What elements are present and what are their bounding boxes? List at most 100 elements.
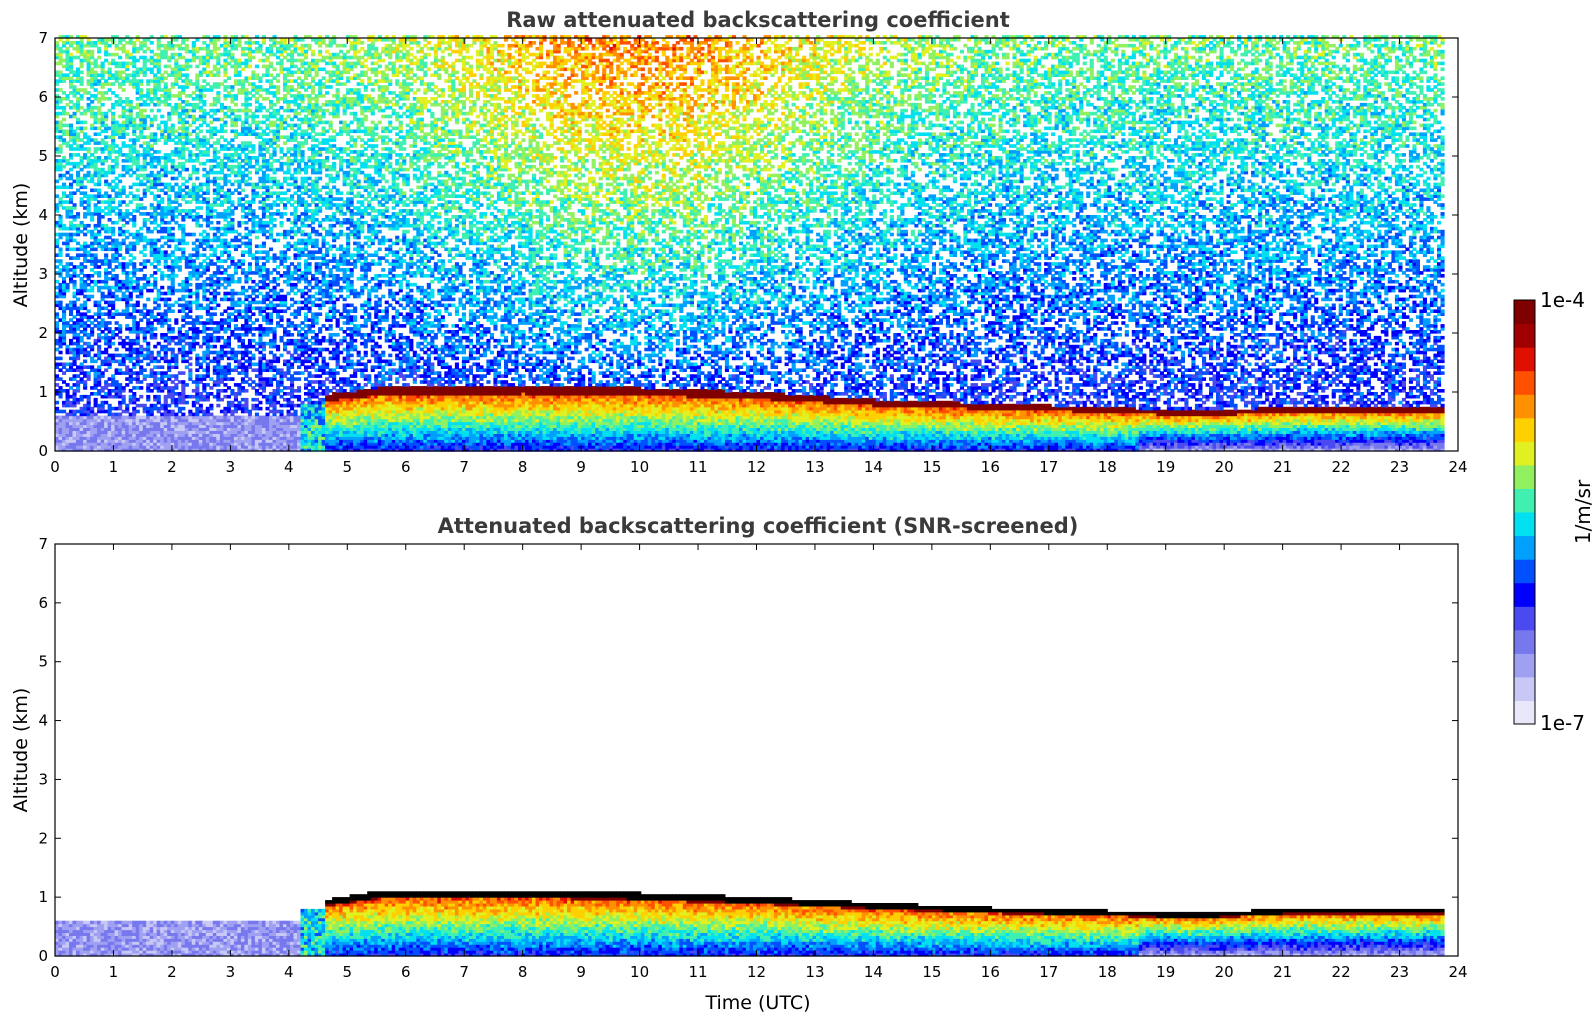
heatmap-cell (80, 59, 84, 63)
heatmap-cell (73, 180, 77, 184)
heatmap-cell (111, 206, 115, 210)
heatmap-cell (59, 197, 63, 201)
heatmap-cell (90, 268, 94, 272)
heatmap-cell (101, 209, 105, 213)
heatmap-cell (90, 345, 94, 349)
heatmap-cell (66, 73, 70, 77)
heatmap-cell (62, 174, 66, 178)
heatmap-cell (150, 50, 154, 54)
heatmap-cell (80, 138, 84, 142)
heatmap-cell (87, 79, 91, 83)
heatmap-cell (76, 189, 80, 193)
heatmap-cell (160, 245, 164, 249)
heatmap-cell (87, 259, 91, 263)
heatmap-cell (125, 236, 129, 240)
heatmap-cell (174, 342, 178, 346)
heatmap-cell (178, 283, 182, 287)
heatmap-cell (132, 386, 136, 390)
heatmap-cell (66, 124, 70, 128)
heatmap-cell (164, 309, 168, 313)
heatmap-cell (97, 365, 101, 369)
heatmap-cell (55, 401, 59, 405)
heatmap-cell (192, 413, 196, 417)
heatmap-cell (73, 79, 77, 83)
heatmap-cell (174, 354, 178, 358)
heatmap-cell (94, 59, 98, 63)
heatmap-cell (185, 180, 189, 184)
heatmap-cell (160, 156, 164, 160)
heatmap-cell (174, 383, 178, 387)
heatmap-cell (76, 274, 80, 278)
heatmap-cell (80, 197, 84, 201)
heatmap-cell (73, 103, 77, 107)
heatmap-cell (192, 144, 196, 148)
heatmap-cell (62, 165, 66, 169)
heatmap-cell (139, 165, 143, 169)
heatmap-cell (125, 295, 129, 299)
heatmap-cell (76, 127, 80, 131)
heatmap-cell (157, 377, 161, 381)
heatmap-cell (192, 159, 196, 163)
heatmap-cell (59, 351, 63, 355)
heatmap-cell (101, 194, 105, 198)
heatmap-cell (122, 280, 126, 284)
heatmap-cell (76, 224, 80, 228)
heatmap-cell (178, 265, 182, 269)
heatmap-cell (83, 186, 87, 190)
heatmap-cell (171, 53, 175, 57)
heatmap-cell (171, 259, 175, 263)
heatmap-cell (171, 200, 175, 204)
heatmap-cell (192, 248, 196, 252)
heatmap-cell (73, 256, 77, 260)
heatmap-cell (129, 242, 133, 246)
heatmap-cell (129, 62, 133, 66)
heatmap-cell (87, 171, 91, 175)
heatmap-cell (115, 327, 119, 331)
heatmap-cell (55, 321, 59, 325)
heatmap-cell (73, 112, 77, 116)
heatmap-cell (94, 354, 98, 358)
heatmap-cell (136, 404, 140, 408)
heatmap-cell (139, 109, 143, 113)
heatmap-cell (153, 165, 157, 169)
heatmap-cell (62, 307, 66, 311)
heatmap-cell (97, 147, 101, 151)
heatmap-cell (157, 189, 161, 193)
heatmap-cell (111, 301, 115, 305)
heatmap-cell (55, 357, 59, 361)
heatmap-cell (62, 416, 66, 420)
heatmap-cell (143, 56, 147, 60)
heatmap-cell (167, 348, 171, 352)
heatmap-cell (62, 41, 66, 45)
heatmap-cell (115, 183, 119, 187)
heatmap-cell (146, 212, 150, 216)
heatmap-cell (157, 416, 161, 420)
heatmap-cell (153, 115, 157, 119)
heatmap-cell (76, 171, 80, 175)
heatmap-cell (55, 265, 59, 269)
heatmap-cell (167, 274, 171, 278)
heatmap-cell (90, 230, 94, 234)
heatmap-cell (90, 253, 94, 257)
heatmap-cell (153, 277, 157, 281)
heatmap-cell (185, 73, 189, 77)
heatmap-cell (132, 256, 136, 260)
heatmap-cell (178, 248, 182, 252)
heatmap-cell (76, 212, 80, 216)
heatmap-cell (178, 112, 182, 116)
heatmap-cell (157, 230, 161, 234)
heatmap-cell (55, 71, 59, 75)
heatmap-cell (167, 304, 171, 308)
heatmap-cell (125, 354, 129, 358)
heatmap-cell (157, 109, 161, 113)
heatmap-cell (143, 50, 147, 54)
heatmap-cell (94, 94, 98, 98)
heatmap-cell (122, 212, 126, 216)
heatmap-cell (94, 156, 98, 160)
heatmap-cell (122, 339, 126, 343)
heatmap-cell (87, 180, 91, 184)
heatmap-cell (118, 124, 122, 128)
heatmap-cell (101, 318, 105, 322)
heatmap-cell (160, 386, 164, 390)
heatmap-cell (69, 168, 73, 172)
